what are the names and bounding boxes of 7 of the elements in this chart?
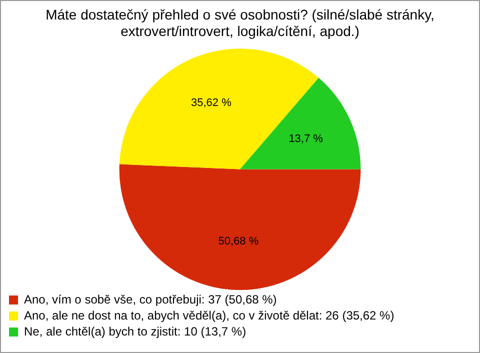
data-label: 13,7 % [288,133,324,146]
chart-title: Máte dostatečný přehled o své osobnosti? (silné/slabé stránky, extrovert/introvert, logika/cítění, apod.) [46,6,434,40]
legend-label: Ano, ale ne dost na to, abych věděl(a), co v životě dělat: 26 (35,62 %) [24,308,394,322]
data-label: 35,62 % [191,96,232,109]
legend-label: Ne, ale chtěl(a) bych to zjistit: 10 (13,7 %) [24,324,246,338]
data-label: 50,68 % [218,236,259,248]
legend-label: Ano, vím o sobě vše, co potřebuji: 37 (50,68 %) [24,292,277,306]
